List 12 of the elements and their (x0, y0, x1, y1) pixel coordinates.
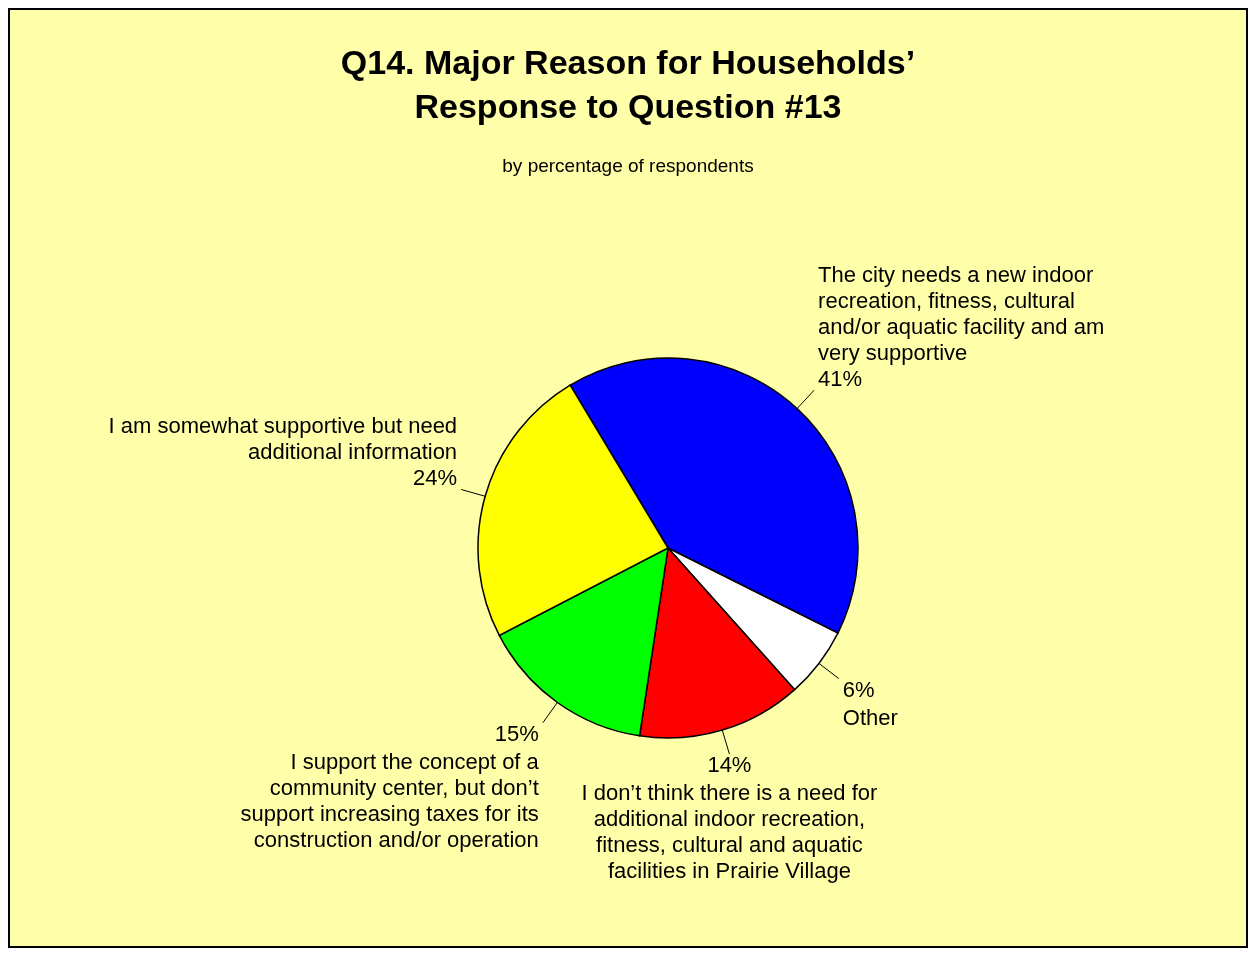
slice-label: Other (842, 704, 898, 730)
data-label: 6% (842, 676, 875, 702)
slice-label: The city needs a new indoor recreation, fitness, cultural and/or aquatic facility and am very supportive (818, 262, 1105, 366)
data-label: 14% (707, 752, 752, 778)
data-label: 41% (818, 366, 863, 392)
slice-label: I support the concept of a community center, but don’t support increasing taxes for its construction and/or operation (240, 748, 540, 852)
data-label: 15% (494, 720, 539, 746)
chart-subtitle: by percentage of respondents (502, 155, 754, 176)
data-label: 24% (413, 465, 458, 491)
slice-label: I don’t think there is a need for additional indoor recreation, fitness, cultural and aquatic facilities in Prairie Village (581, 780, 878, 884)
slice-label: I am somewhat supportive but need additional information (108, 413, 458, 465)
chart-title: Q14. Major Reason for Households’ Response to Question #13 (340, 43, 916, 125)
